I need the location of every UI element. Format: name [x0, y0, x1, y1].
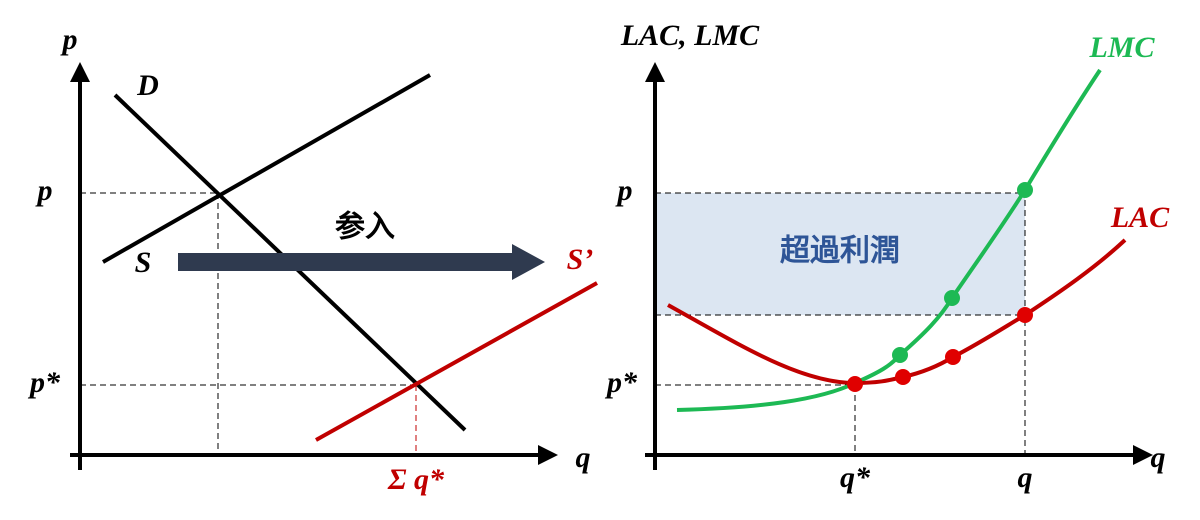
- lmc-curve: [676, 68, 1102, 412]
- right-panel: 超過利潤 LAC, LMC q LMC LAC p p* q* q: [604, 19, 1170, 494]
- lmc-label: LMC: [1088, 31, 1155, 64]
- price-label: p: [615, 174, 633, 207]
- demand-label: D: [136, 69, 159, 102]
- lac-point: [847, 376, 863, 392]
- x-axis-label: q: [1151, 441, 1166, 474]
- lac-point: [945, 349, 961, 365]
- quantity-eq-label: q*: [840, 461, 871, 494]
- lmc-point: [944, 290, 960, 306]
- supply-label: S: [135, 246, 152, 279]
- y-axis-label: LAC, LMC: [620, 19, 760, 52]
- price-label: p: [35, 174, 53, 207]
- profit-label: 超過利潤: [780, 234, 900, 269]
- quantity-total-label: Σ q*: [387, 463, 445, 496]
- profit-area: [655, 193, 1025, 315]
- lmc-point: [892, 347, 908, 363]
- lmc-point: [1017, 182, 1033, 198]
- price-eq-label: p*: [27, 366, 61, 399]
- quantity-label: q: [1018, 461, 1033, 494]
- lac-label: LAC: [1110, 201, 1170, 234]
- lac-point: [1017, 307, 1033, 323]
- entry-arrow: [178, 244, 545, 280]
- left-panel: p q D S S’ 参入 p p* Σ q*: [27, 23, 598, 496]
- lac-curve: [667, 238, 1127, 386]
- supply-curve: [102, 73, 431, 264]
- x-axis-label: q: [576, 441, 591, 474]
- lac-point: [895, 369, 911, 385]
- price-eq-label: p*: [604, 366, 638, 399]
- supply-new-curve: [315, 281, 598, 442]
- y-axis-label: p: [60, 23, 78, 56]
- supply-new-label: S’: [567, 243, 594, 276]
- entry-label: 参入: [335, 210, 395, 245]
